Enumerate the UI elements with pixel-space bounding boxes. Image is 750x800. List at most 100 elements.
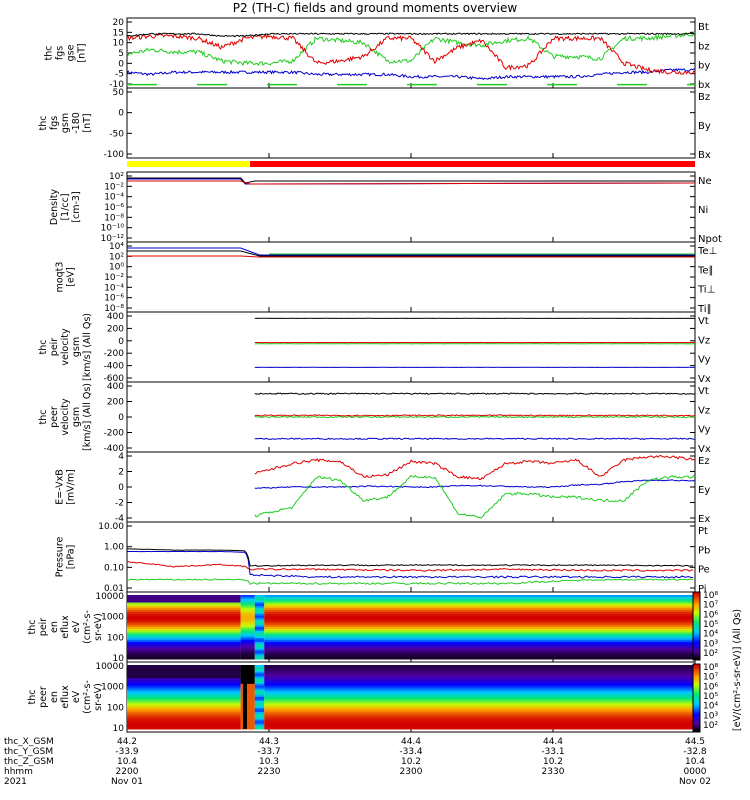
y-tick-label: 10⁻⁸ <box>104 213 124 223</box>
colorbar-cell <box>693 600 700 603</box>
spec-cell <box>240 680 255 683</box>
spec-cell <box>240 617 255 620</box>
spec-cell <box>264 596 695 600</box>
spec-cell <box>254 727 265 730</box>
spec-cell <box>127 655 241 658</box>
spec-cell <box>254 649 265 652</box>
panel-peer_spec: 10000 1000 100 10 thc peer en eflux eV (cm²-s-sr-… <box>27 661 696 734</box>
panel-peir_spec: 10000 1000 100 10 thc peir en eflux eV (cm²-s-sr-… <box>27 591 696 664</box>
x-tick-label: -33.1 <box>541 747 564 757</box>
legend-vy: Vy <box>698 425 711 436</box>
spec-cell <box>264 621 695 624</box>
panel-peer_vel: 400 200 0 -200 -400 thc peer velocity gsm [km/s] … <box>38 381 711 455</box>
colorbar-cell <box>693 698 700 701</box>
spec-cell <box>264 695 695 698</box>
spec-cell <box>254 702 265 706</box>
spec-cell <box>127 700 241 704</box>
colorbar-tick-label: 10³ <box>703 639 718 649</box>
spec-cell <box>264 604 695 607</box>
colorbar-cell <box>693 721 700 724</box>
spectrogram-image <box>127 595 695 660</box>
colorbar-cell <box>693 648 700 651</box>
spec-cell <box>254 670 265 674</box>
spec-cell <box>254 647 265 651</box>
spec-cell <box>264 625 695 628</box>
spec-cell <box>254 602 265 605</box>
series-bz <box>126 33 696 75</box>
legend-vz: Vz <box>698 335 710 346</box>
spec-cell <box>240 634 255 637</box>
y-axis-label: [nT] <box>82 113 93 132</box>
spec-cell <box>127 691 241 694</box>
x-row-label: 2021 <box>4 777 27 787</box>
spec-cell <box>240 698 255 702</box>
colorbar-cell <box>693 602 700 605</box>
colorbar-cell <box>693 726 700 730</box>
spec-cell <box>254 678 265 681</box>
colorbar-cell <box>693 654 700 658</box>
colorbar-tick-label: 10⁴ <box>703 702 718 712</box>
spec-cell <box>240 708 255 711</box>
spec-cell <box>127 715 241 719</box>
colorbar-cell <box>693 681 700 684</box>
colorbar-cell <box>693 694 700 697</box>
spec-cell <box>254 595 265 598</box>
spec-cell <box>240 704 255 707</box>
spec-cell <box>127 619 241 622</box>
spec-cell <box>240 596 255 600</box>
colorbar-tick-label: 10⁵ <box>703 692 718 702</box>
colorbar-cell <box>693 610 700 613</box>
spec-cell <box>240 670 255 674</box>
spec-cell <box>254 642 265 645</box>
spec-cell <box>127 689 241 692</box>
spec-cell <box>254 676 265 679</box>
colorbar-cell <box>693 711 700 714</box>
spec-cell <box>127 598 241 602</box>
spec-cell <box>254 717 265 721</box>
series-te-par <box>127 250 695 257</box>
y-axis-label: thc <box>38 410 49 425</box>
y-tick-label: 0 <box>118 59 124 69</box>
spec-cell <box>127 693 241 696</box>
y-tick-label: 10⁻⁴ <box>104 283 124 293</box>
spec-cell <box>254 636 265 639</box>
colorbar-tick-label: 10⁴ <box>703 630 718 640</box>
spec-cell <box>127 710 241 713</box>
y-tick-label: 15 <box>113 28 124 38</box>
spec-cell <box>240 630 255 634</box>
spec-cell <box>264 680 695 683</box>
x-tick-label: 2200 <box>116 767 139 777</box>
colorbar-frame <box>692 591 701 661</box>
spec-cell <box>127 670 241 674</box>
colorbar-tick-label: 10⁵ <box>703 620 718 630</box>
spec-cell <box>127 640 241 643</box>
colorbar-tick-label: 10³ <box>703 711 718 721</box>
colorbar-cell <box>693 682 700 685</box>
spec-cell <box>264 600 695 604</box>
spec-cell <box>264 640 695 643</box>
spec-cell <box>127 719 241 722</box>
y-tick-label: 20 <box>113 18 125 28</box>
spec-cell <box>264 712 695 715</box>
spec-cell <box>264 715 695 719</box>
legend-bz: bz <box>698 41 710 52</box>
y-axis-label: E=-VxB <box>55 469 66 504</box>
spec-cell <box>240 691 255 694</box>
spec-cell <box>127 725 241 728</box>
spec-cell <box>127 651 241 654</box>
spec-cell <box>254 619 265 622</box>
series-ne <box>127 180 696 185</box>
legend-vx: Vx <box>698 444 711 455</box>
spec-cell <box>254 604 265 607</box>
spec-cell <box>127 636 241 639</box>
y-tick-label: 10000 <box>95 592 124 602</box>
colorbar-cell <box>693 704 700 707</box>
y-axis-label: [mV/m] <box>66 469 77 505</box>
series-vy <box>254 415 696 419</box>
spec-cell <box>264 721 695 724</box>
spec-cell <box>254 606 265 609</box>
spec-cell <box>254 615 265 619</box>
series-bx <box>126 68 696 81</box>
spec-cell <box>254 719 265 722</box>
